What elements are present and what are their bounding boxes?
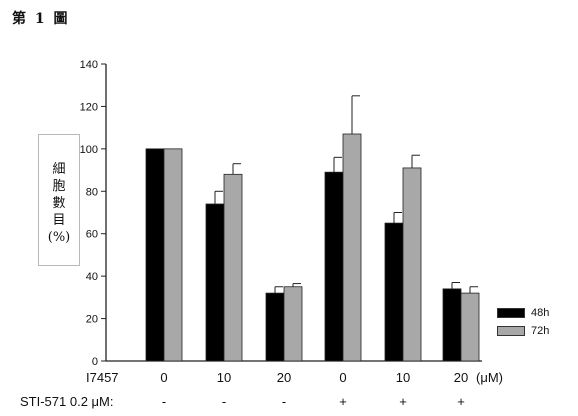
y-tick-label: 0	[92, 356, 98, 368]
y-axis-label-box: 細 胞 數 目 (%)	[38, 134, 80, 266]
bar-72h	[283, 286, 303, 362]
y-tick-label: 120	[80, 101, 98, 113]
sti571-value: +	[339, 394, 347, 409]
y-tick-label: 20	[86, 314, 98, 326]
bar-48h	[442, 288, 462, 362]
bar-48h	[205, 203, 225, 362]
y-tick-label: 60	[86, 229, 98, 241]
error-bars	[214, 95, 478, 294]
bar-72h	[223, 173, 243, 362]
legend-label-48h: 48h	[531, 307, 550, 319]
i7457-value: 20	[276, 370, 292, 385]
i7457-value: 20	[453, 370, 469, 385]
bar-48h	[324, 171, 344, 362]
figure-label: 第 1 圖	[12, 11, 70, 27]
legend-label-72h: 72h	[531, 325, 550, 337]
bar-72h	[460, 292, 480, 362]
bar-72h	[163, 148, 183, 362]
sti571-value: -	[281, 394, 287, 409]
bar-48h	[145, 148, 165, 362]
y-tick-label: 80	[86, 186, 98, 198]
bar-72h	[342, 133, 362, 362]
sti571-value: -	[221, 394, 227, 409]
sti571-value: -	[161, 394, 167, 409]
bar-48h	[384, 222, 404, 362]
legend-swatch-72h	[497, 326, 525, 336]
legend-item-48h: 48h	[497, 304, 549, 322]
chart-legend: 48h 72h	[497, 304, 549, 340]
bar-48h	[265, 292, 285, 362]
bar-72h	[402, 167, 422, 362]
y-tick-label: 100	[80, 144, 98, 156]
legend-swatch-48h	[497, 308, 525, 318]
y-axis-label: 細 胞 數 目 (%)	[47, 162, 71, 245]
y-tick-label: 40	[86, 271, 98, 283]
chart-bars	[145, 133, 480, 362]
i7457-value: 0	[160, 370, 168, 385]
i7457-row-label: I7457	[86, 370, 119, 385]
i7457-value: 10	[395, 370, 411, 385]
i7457-value: 0	[339, 370, 347, 385]
concentration-unit: (μM)	[476, 370, 503, 385]
sti571-value: +	[457, 394, 465, 409]
sti571-value: +	[399, 394, 407, 409]
y-tick-label: 140	[80, 59, 98, 71]
i7457-value: 10	[216, 370, 232, 385]
sti571-row-label: STI-571 0.2 μM:	[20, 394, 114, 409]
legend-item-72h: 72h	[497, 322, 549, 340]
